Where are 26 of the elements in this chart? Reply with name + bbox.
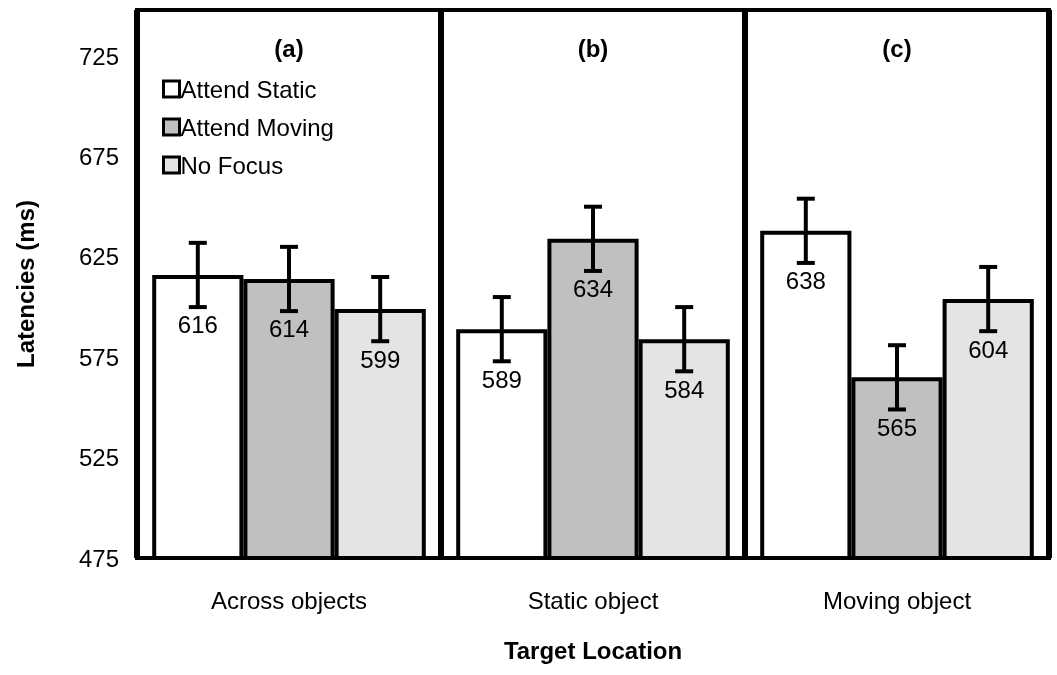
data-label: 638 [785,267,826,295]
data-label: 584 [664,375,705,403]
data-label: 565 [876,413,918,441]
data-label: 614 [268,315,310,343]
x-axis-title: Target Location [503,636,683,664]
y-tick-label: 725 [78,42,119,70]
x-tick-label: Across objects [210,586,368,614]
y-tick-label: 625 [78,243,119,271]
y-axis-title: Latencies (ms) [11,199,39,369]
y-tick-label: 525 [78,444,119,472]
x-tick-label: Static object [527,586,659,614]
annotation: (b) [577,34,609,62]
data-label: 599 [360,345,401,373]
y-tick-label: 475 [78,544,119,572]
legend-label: No Focus [180,151,284,179]
data-label: 634 [572,275,614,303]
legend-label: Attend Static [180,75,317,103]
annotation: (c) [882,34,912,62]
annotation: (a) [274,34,304,62]
data-label: 616 [177,311,218,339]
y-tick-label: 575 [78,343,119,371]
x-tick-label: Moving object [822,586,972,614]
data-label: 589 [481,365,522,393]
y-tick-label: 675 [78,143,119,171]
legend-label: Attend Moving [180,113,334,141]
data-label: 604 [968,335,1009,363]
